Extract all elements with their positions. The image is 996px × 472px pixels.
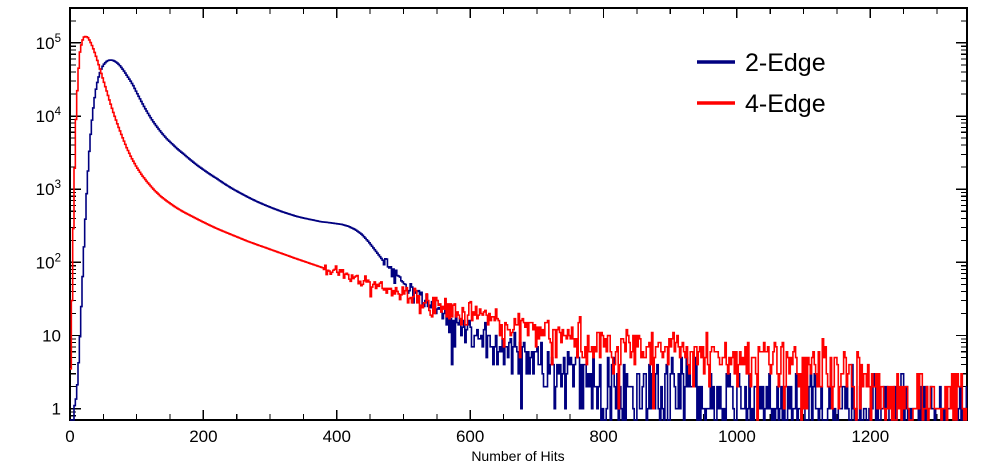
legend-label-4-edge: 4-Edge bbox=[745, 90, 826, 118]
x-axis-tick-labels: 0 200 400 600 800 1000 1200 bbox=[65, 427, 889, 446]
data-series-group bbox=[70, 35, 968, 421]
x-axis-title: Number of Hits bbox=[471, 448, 564, 464]
series-4-edge bbox=[70, 35, 968, 421]
x-tick-label: 0 bbox=[65, 427, 74, 446]
y-axis-tick-labels: 1 10 102 103 104 105 bbox=[36, 33, 62, 419]
legend-label-2-edge: 2-Edge bbox=[745, 49, 826, 77]
y-axis-ticks bbox=[70, 20, 967, 417]
y-tick-label: 105 bbox=[36, 33, 61, 53]
y-tick-label: 104 bbox=[36, 106, 62, 126]
x-tick-label: 600 bbox=[456, 427, 484, 446]
x-tick-label: 1000 bbox=[718, 427, 756, 446]
series-2-edge bbox=[70, 59, 968, 421]
chart-legend: 2-Edge 4-Edge bbox=[697, 49, 826, 118]
y-tick-label: 1 bbox=[52, 400, 61, 419]
y-tick-label: 102 bbox=[36, 252, 61, 272]
x-tick-label: 800 bbox=[589, 427, 617, 446]
x-tick-label: 1200 bbox=[851, 427, 889, 446]
x-tick-label: 400 bbox=[323, 427, 351, 446]
x-tick-label: 200 bbox=[189, 427, 217, 446]
y-tick-label: 103 bbox=[36, 179, 61, 199]
y-tick-label: 10 bbox=[42, 327, 61, 346]
